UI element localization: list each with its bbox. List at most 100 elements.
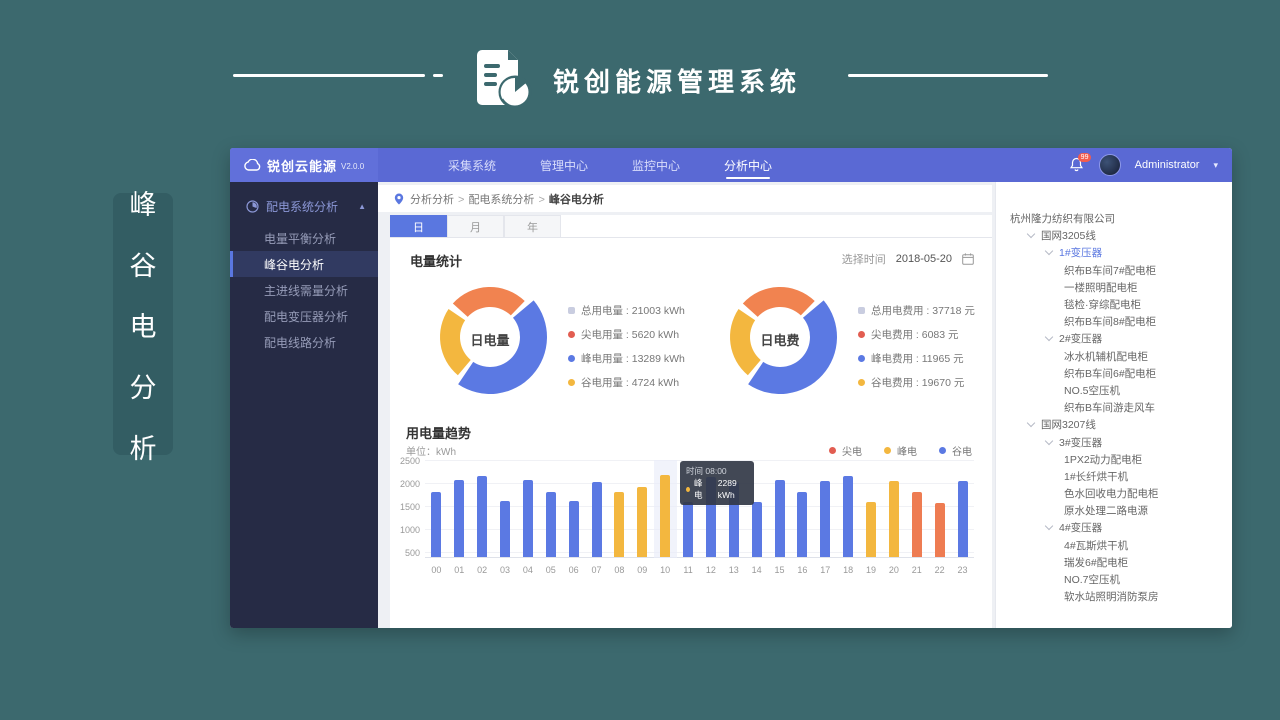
sidebar-item[interactable]: 峰谷电分析	[230, 251, 378, 277]
donut-segment-orange[interactable]	[742, 287, 815, 317]
tree-item-label: 织布B车间8#配电柜	[1064, 316, 1157, 329]
date-value[interactable]: 2018-05-20	[895, 253, 952, 265]
tree-item[interactable]: 1#变压器	[996, 244, 1232, 261]
tree-item[interactable]: 织布B车间7#配电柜	[996, 262, 1232, 279]
bar-hour-21[interactable]	[911, 492, 922, 557]
chevron-down-icon[interactable]: ▾	[1213, 159, 1218, 170]
tree-item[interactable]: 软水站照明消防泵房	[996, 588, 1232, 605]
chevron-up-icon[interactable]: ▲	[358, 202, 366, 211]
tree-item[interactable]: 杭州隆力纺织有限公司	[996, 210, 1232, 227]
donut-segment-blue[interactable]	[748, 300, 837, 394]
nav-item[interactable]: 分析中心	[702, 148, 794, 182]
sidebar-item[interactable]: 电量平衡分析	[264, 231, 337, 246]
tree-item[interactable]: 色水回收电力配电柜	[996, 485, 1232, 502]
main-nav: 采集系统 管理中心 监控中心 分析中心	[426, 148, 794, 182]
nav-item[interactable]: 采集系统	[448, 158, 497, 173]
sidebar-item[interactable]: 配电线路分析	[264, 335, 337, 350]
bar-hour-14[interactable]	[751, 502, 762, 557]
tree-item[interactable]: 1#长纤烘干机	[996, 468, 1232, 485]
tree-item[interactable]: 毯检·穿综配电柜	[996, 296, 1232, 313]
chevron-down-icon[interactable]	[1044, 247, 1054, 256]
chevron-down-icon[interactable]	[1044, 333, 1054, 342]
chevron-down-icon[interactable]	[1044, 522, 1054, 531]
donut-segment-yellow[interactable]	[730, 309, 761, 376]
bar-hour-08[interactable]	[614, 492, 625, 557]
donut-segment-orange[interactable]	[452, 287, 525, 317]
trend-legend-item[interactable]: 谷电	[939, 443, 972, 458]
nav-item[interactable]: 监控中心	[632, 158, 681, 173]
tree-item[interactable]: 原水处理二路电源	[996, 502, 1232, 519]
bar-hour-04[interactable]	[522, 479, 533, 557]
tree-item[interactable]: 一楼照明配电柜	[996, 279, 1232, 296]
bar-hour-03[interactable]	[500, 501, 511, 557]
chevron-down-icon[interactable]	[1044, 436, 1054, 445]
sidebar-item[interactable]: 配电变压器分析	[264, 309, 349, 324]
bar-hour-10[interactable]	[660, 475, 671, 557]
daily-energy-donut-chart[interactable]	[420, 267, 560, 407]
tree-item[interactable]: 国网3205线	[996, 227, 1232, 244]
tree-item[interactable]: 4#变压器	[996, 519, 1232, 536]
tree-item[interactable]: 织布B车间6#配电柜	[996, 365, 1232, 382]
bar-hour-23[interactable]	[957, 480, 968, 557]
daily-cost-donut-chart[interactable]	[710, 267, 850, 407]
bar-hour-17[interactable]	[820, 480, 831, 557]
legend-marker	[858, 379, 865, 386]
bar-hour-00[interactable]	[431, 492, 442, 557]
tree-item[interactable]: 1PX2动力配电柜	[996, 451, 1232, 468]
bar-hour-15[interactable]	[774, 479, 785, 557]
bar-hour-11[interactable]	[683, 502, 694, 557]
tree-item[interactable]: 2#变压器	[996, 330, 1232, 347]
tree-item[interactable]: 织布B车间8#配电柜	[996, 313, 1232, 330]
donut-segment-blue[interactable]	[458, 300, 547, 394]
bar-hour-19[interactable]	[866, 502, 877, 557]
cloud-icon	[244, 159, 261, 171]
bar-hour-07[interactable]	[591, 482, 602, 557]
tab-年[interactable]: 年	[504, 215, 561, 237]
bar-hour-01[interactable]	[454, 479, 465, 557]
vertical-tag-char: 分	[129, 372, 157, 403]
tree-item[interactable]: 3#变压器	[996, 433, 1232, 450]
trend-legend-item[interactable]: 尖电	[829, 443, 862, 458]
avatar[interactable]	[1098, 154, 1121, 176]
sidebar-item[interactable]: 主进线需量分析	[264, 283, 349, 298]
x-axis-tick: 11	[683, 565, 693, 575]
chevron-down-icon[interactable]	[1026, 230, 1036, 239]
trend-section-title: 用电量趋势	[406, 426, 472, 441]
y-axis-tick: 2500	[399, 456, 420, 466]
tree-item[interactable]: 冰水机辅机配电柜	[996, 348, 1232, 365]
cost-legend: 总用电费用 : 37718 元尖电费用 : 6083 元峰电费用 : 11965…	[858, 303, 975, 390]
bar-hour-12[interactable]	[705, 477, 716, 557]
bar-hour-09[interactable]	[637, 486, 648, 557]
username[interactable]: Administrator	[1134, 159, 1200, 171]
tab-日[interactable]: 日	[390, 215, 447, 237]
bar-hour-18[interactable]	[843, 476, 854, 557]
gridline	[425, 506, 974, 507]
tree-item[interactable]: NO.5空压机	[996, 382, 1232, 399]
legend-marker	[568, 331, 575, 338]
tree-item[interactable]: 织布B车间游走风车	[996, 399, 1232, 416]
y-axis-tick: 1000	[399, 525, 420, 535]
bar-hour-05[interactable]	[545, 492, 556, 557]
sidebar-group-power-system[interactable]: 配电系统分析 ▲	[230, 182, 378, 225]
trend-legend-item[interactable]: 峰电	[884, 443, 917, 458]
bar-hour-13[interactable]	[728, 482, 739, 557]
calendar-icon[interactable]	[962, 253, 974, 265]
bar-hour-06[interactable]	[568, 501, 579, 557]
bar-hour-16[interactable]	[797, 492, 808, 557]
tree-item[interactable]: 国网3207线	[996, 416, 1232, 433]
donut-segment-yellow[interactable]	[440, 309, 471, 376]
nav-item[interactable]: 管理中心	[540, 158, 589, 173]
notification-bell-icon[interactable]: 99	[1069, 153, 1092, 173]
tree-item[interactable]: 瑞发6#配电柜	[996, 554, 1232, 571]
chevron-down-icon[interactable]	[1026, 419, 1036, 428]
tree-item[interactable]: NO.7空压机	[996, 571, 1232, 588]
x-axis-tick: 07	[591, 565, 602, 575]
donut-center-label-cost: 日电费	[760, 333, 800, 348]
bar-hour-22[interactable]	[934, 502, 945, 557]
app-logo[interactable]: 锐创云能源 V2.0.0	[230, 148, 378, 182]
bar-hour-02[interactable]	[477, 476, 488, 557]
bar-hour-20[interactable]	[888, 480, 899, 557]
tree-item[interactable]: 4#瓦斯烘干机	[996, 537, 1232, 554]
tab-月[interactable]: 月	[447, 215, 504, 237]
